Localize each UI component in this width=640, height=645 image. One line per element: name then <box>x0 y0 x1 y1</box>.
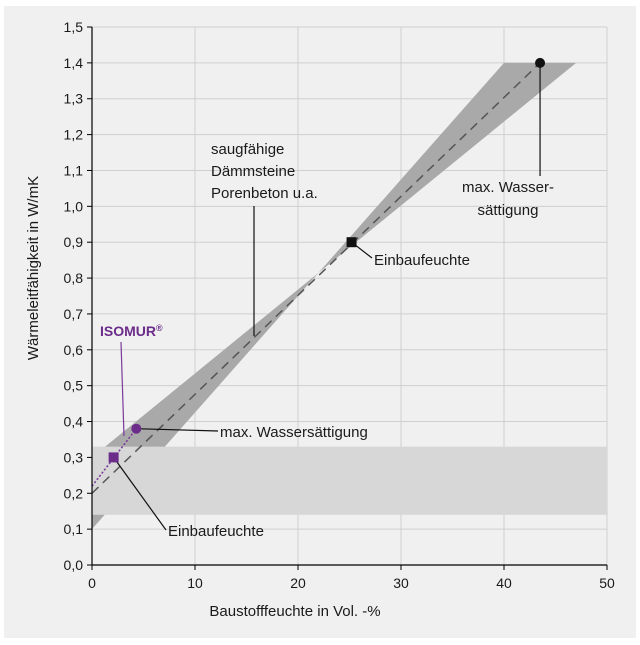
point-einbau-top <box>346 237 357 248</box>
band-label-line-2: Dämmsteine <box>211 163 295 180</box>
leader-isomur <box>120 341 125 437</box>
y-axis-label: Wärmeleitfähigkeit in W/mK <box>25 176 42 360</box>
leader-einbau-bottom <box>113 457 167 531</box>
y-tick-label: 1,2 <box>64 127 84 143</box>
y-tick-label: 0,4 <box>64 414 84 430</box>
y-tick-label: 1,1 <box>64 162 84 178</box>
x-tick-label: 0 <box>88 575 96 591</box>
y-tick-label: 0,3 <box>64 449 84 465</box>
chart: 0,0 0,1 0,2 0,3 0,4 0,5 0,6 0,7 0,8 0,9 1,0 1,1 1,2 1… <box>25 19 615 620</box>
y-tick-labels: 0,0 0,1 0,2 0,3 0,4 0,5 0,6 0,7 0,8 0,9 1,0 1,1 1,2 1… <box>64 19 84 573</box>
x-tick-label: 20 <box>290 575 306 591</box>
chart-panel: 0,0 0,1 0,2 0,3 0,4 0,5 0,6 0,7 0,8 0,9 1,0 1,1 1,2 1… <box>4 6 636 638</box>
y-tick-label: 1,5 <box>64 19 84 35</box>
y-tick-label: 0,9 <box>64 234 84 250</box>
y-tick-label: 0,8 <box>64 270 84 286</box>
plot-frame <box>87 26 608 570</box>
band-label-line-1: saugfähige <box>211 141 284 158</box>
point-sat-bottom <box>131 423 142 434</box>
leader-sat-bottom <box>136 428 219 432</box>
sat-top-label-line-2: sättigung <box>478 202 539 219</box>
point-sat-top <box>535 57 546 68</box>
sat-bottom-label: max. Wassersättigung <box>220 424 368 441</box>
point-einbau-bottom <box>108 452 119 463</box>
bands <box>92 62 607 530</box>
x-tick-label: 10 <box>187 575 203 591</box>
x-tick-label: 50 <box>599 575 615 591</box>
y-tick-label: 1,4 <box>64 55 84 71</box>
y-tick-label: 1,0 <box>64 198 84 214</box>
isomur-brand-name: ISOMUR <box>100 323 156 339</box>
y-tick-label: 0,2 <box>64 485 84 501</box>
einbau-bottom-label: Einbaufeuchte <box>168 523 264 540</box>
x-tick-label: 30 <box>393 575 409 591</box>
y-tick-label: 1,3 <box>64 91 84 107</box>
annotation-leaders <box>113 62 541 531</box>
band-isomur <box>92 446 607 515</box>
isomur-brand-mark: ® <box>156 323 163 333</box>
sat-top-label-line-1: max. Wasser- <box>462 179 554 196</box>
y-tick-label: 0,7 <box>64 306 84 322</box>
trend-line <box>91 62 541 494</box>
einbau-top-label: Einbaufeuchte <box>374 252 470 269</box>
band-label-line-3: Porenbeton u.a. <box>211 185 318 202</box>
y-tick-label: 0,5 <box>64 378 84 394</box>
y-tick-label: 0,6 <box>64 342 84 358</box>
y-tick-label: 0,0 <box>64 557 84 573</box>
x-tick-label: 40 <box>496 575 512 591</box>
y-tick-label: 0,1 <box>64 521 84 537</box>
x-tick-labels: 0 10 20 30 40 50 <box>88 575 615 591</box>
isomur-brand-label: ISOMUR® <box>100 323 163 339</box>
x-axis-label: Baustofffeuchte in Vol. -% <box>209 603 380 620</box>
data-points <box>108 57 546 463</box>
